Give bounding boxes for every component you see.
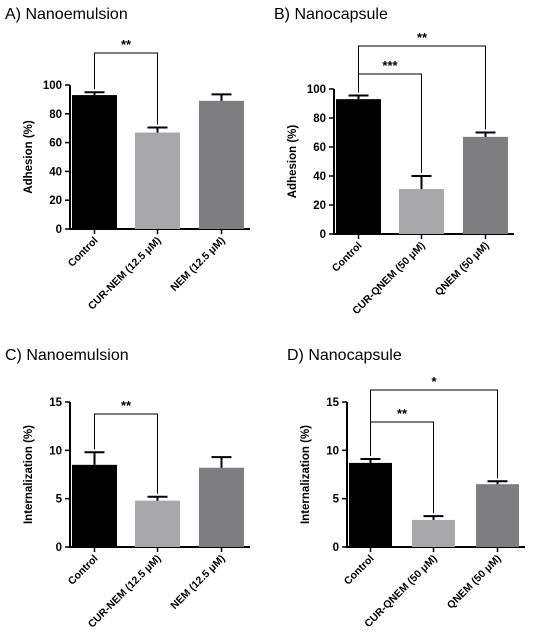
bar <box>463 136 508 234</box>
y-tick-label: 10 <box>326 445 339 457</box>
y-axis-label: Internalization (%) <box>300 425 312 524</box>
panel-title: D) Nanocapsule <box>287 347 402 364</box>
category-label: QNEM (50 μM) <box>433 240 492 299</box>
panel-title: C) Nanoemulsion <box>5 347 129 364</box>
y-tick-label: 40 <box>49 166 62 178</box>
category-label: Control <box>66 553 101 588</box>
y-tick-label: 5 <box>333 494 340 506</box>
bar <box>72 464 117 547</box>
significance-bracket <box>94 413 158 494</box>
y-tick-label: 15 <box>326 397 339 409</box>
panel-d: D) Nanocapsule 0 5 10 15 Internalization (%) C… <box>287 347 525 630</box>
y-axis-label: Adhesion (%) <box>287 125 299 199</box>
bar <box>412 519 455 547</box>
panel-title: B) Nanocapsule <box>274 6 388 23</box>
bar <box>199 100 244 229</box>
panel-a: A) Nanoemulsion 0 20 40 60 80 100 Adhesion (%) C… <box>5 6 250 312</box>
significance-bracket <box>358 45 486 130</box>
y-tick-label: 60 <box>49 138 62 150</box>
category-label: NEM (12.5 μM) <box>168 235 227 294</box>
significance-label: * <box>431 374 437 389</box>
significance-label: ** <box>121 398 132 413</box>
bar <box>72 95 117 229</box>
y-tick-label: 40 <box>313 171 326 183</box>
significance-label: *** <box>382 58 398 73</box>
category-label: QNEM (50 μM) <box>445 553 504 612</box>
category-label: CUR-NEM (12.5 μM) <box>86 235 164 313</box>
y-tick-label: 0 <box>333 542 339 554</box>
bar <box>476 484 519 547</box>
y-tick-label: 5 <box>56 494 63 506</box>
bar <box>349 462 392 547</box>
y-tick-label: 0 <box>320 229 326 241</box>
category-label: NEM (12.5 μM) <box>168 553 227 612</box>
y-axis-label: Adhesion (%) <box>23 120 35 194</box>
y-tick-label: 0 <box>56 542 62 554</box>
y-tick-label: 10 <box>49 445 62 457</box>
y-axis-label: Internalization (%) <box>23 425 35 524</box>
y-tick-label: 80 <box>313 113 326 125</box>
y-tick-label: 20 <box>313 200 326 212</box>
y-tick-label: 80 <box>49 109 62 121</box>
category-label: Control <box>330 240 365 275</box>
y-tick-label: 0 <box>56 224 62 236</box>
bar <box>399 189 444 234</box>
category-label: Control <box>342 553 377 588</box>
category-label: CUR-NEM (12.5 μM) <box>86 553 164 631</box>
significance-label: ** <box>397 406 408 421</box>
panel-b: B) Nanocapsule 0 20 40 60 80 100 Adhesion (%) Co… <box>274 6 514 317</box>
y-tick-label: 20 <box>49 195 62 207</box>
bar <box>135 500 180 547</box>
significance-label: ** <box>417 30 428 45</box>
significance-label: ** <box>121 37 132 52</box>
panel-title: A) Nanoemulsion <box>5 6 128 23</box>
y-tick-label: 60 <box>313 142 326 154</box>
y-tick-label: 100 <box>43 80 62 92</box>
y-tick-label: 15 <box>49 397 62 409</box>
panel-c: C) Nanoemulsion 0 5 10 15 Internalization (%)… <box>5 347 250 630</box>
bar <box>199 467 244 547</box>
category-label: CUR-QNEM (50 μM) <box>362 553 439 630</box>
bar <box>135 132 180 229</box>
y-tick-label: 100 <box>307 84 326 96</box>
bar <box>336 99 381 235</box>
significance-bracket <box>370 389 498 479</box>
significance-bracket <box>94 52 158 125</box>
category-label: CUR-QNEM (50 μM) <box>350 240 427 317</box>
category-label: Control <box>66 235 101 270</box>
